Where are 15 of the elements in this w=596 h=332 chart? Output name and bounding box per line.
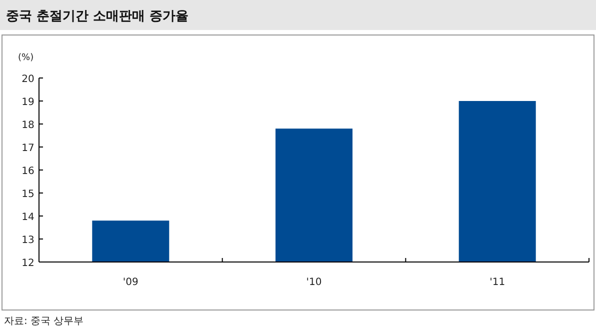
text: 자료: 중국 상무부 — [4, 316, 84, 327]
y-tick-label: 18 — [22, 120, 34, 131]
x-tick-label: '09 — [122, 277, 138, 288]
y-tick-label: 17 — [22, 143, 34, 154]
y-tick-label: 16 — [22, 166, 34, 177]
chart-title: 중국 춘절기간 소매판매 증가율 — [6, 9, 189, 24]
y-tick-label: 19 — [22, 97, 34, 108]
y-tick-label: 13 — [22, 235, 34, 246]
y-tick-label: 14 — [22, 212, 34, 223]
x-tick-label: '10 — [306, 277, 322, 288]
y-tick-label: 15 — [22, 189, 34, 200]
y-axis-title: (%) — [18, 53, 34, 63]
y-tick-label: 12 — [22, 258, 34, 269]
x-tick-label: '11 — [490, 277, 506, 288]
y-tick-label: 20 — [22, 74, 34, 85]
